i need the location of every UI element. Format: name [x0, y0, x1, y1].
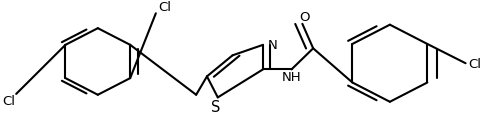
- Text: O: O: [300, 11, 310, 24]
- Text: NH: NH: [282, 71, 302, 84]
- Text: Cl: Cl: [158, 1, 171, 14]
- Text: Cl: Cl: [2, 95, 15, 107]
- Text: Cl: Cl: [468, 57, 481, 70]
- Text: N: N: [268, 39, 277, 51]
- Text: S: S: [211, 99, 220, 114]
